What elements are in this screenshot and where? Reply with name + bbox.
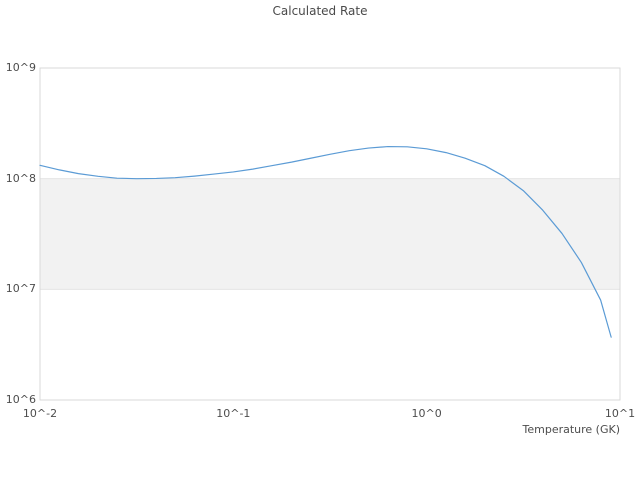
y-tick-label: 10^8 <box>5 171 36 185</box>
x-tick-label: 10^-1 <box>216 407 251 420</box>
shaded-band <box>40 178 620 290</box>
chart-title: Calculated Rate <box>272 4 368 18</box>
x-tick-label: 10^-2 <box>22 407 58 420</box>
x-axis-label: Temperature (GK) <box>522 423 621 436</box>
x-tick-label: 10^0 <box>411 407 442 420</box>
rate-line-series <box>39 145 612 338</box>
y-tick-label: 10^9 <box>5 61 36 74</box>
y-tick-label: 10^6 <box>5 393 36 406</box>
x-tick-label: 10^1 <box>604 407 636 420</box>
plot-frame <box>39 67 621 401</box>
y-tick-label: 10^7 <box>5 282 36 296</box>
